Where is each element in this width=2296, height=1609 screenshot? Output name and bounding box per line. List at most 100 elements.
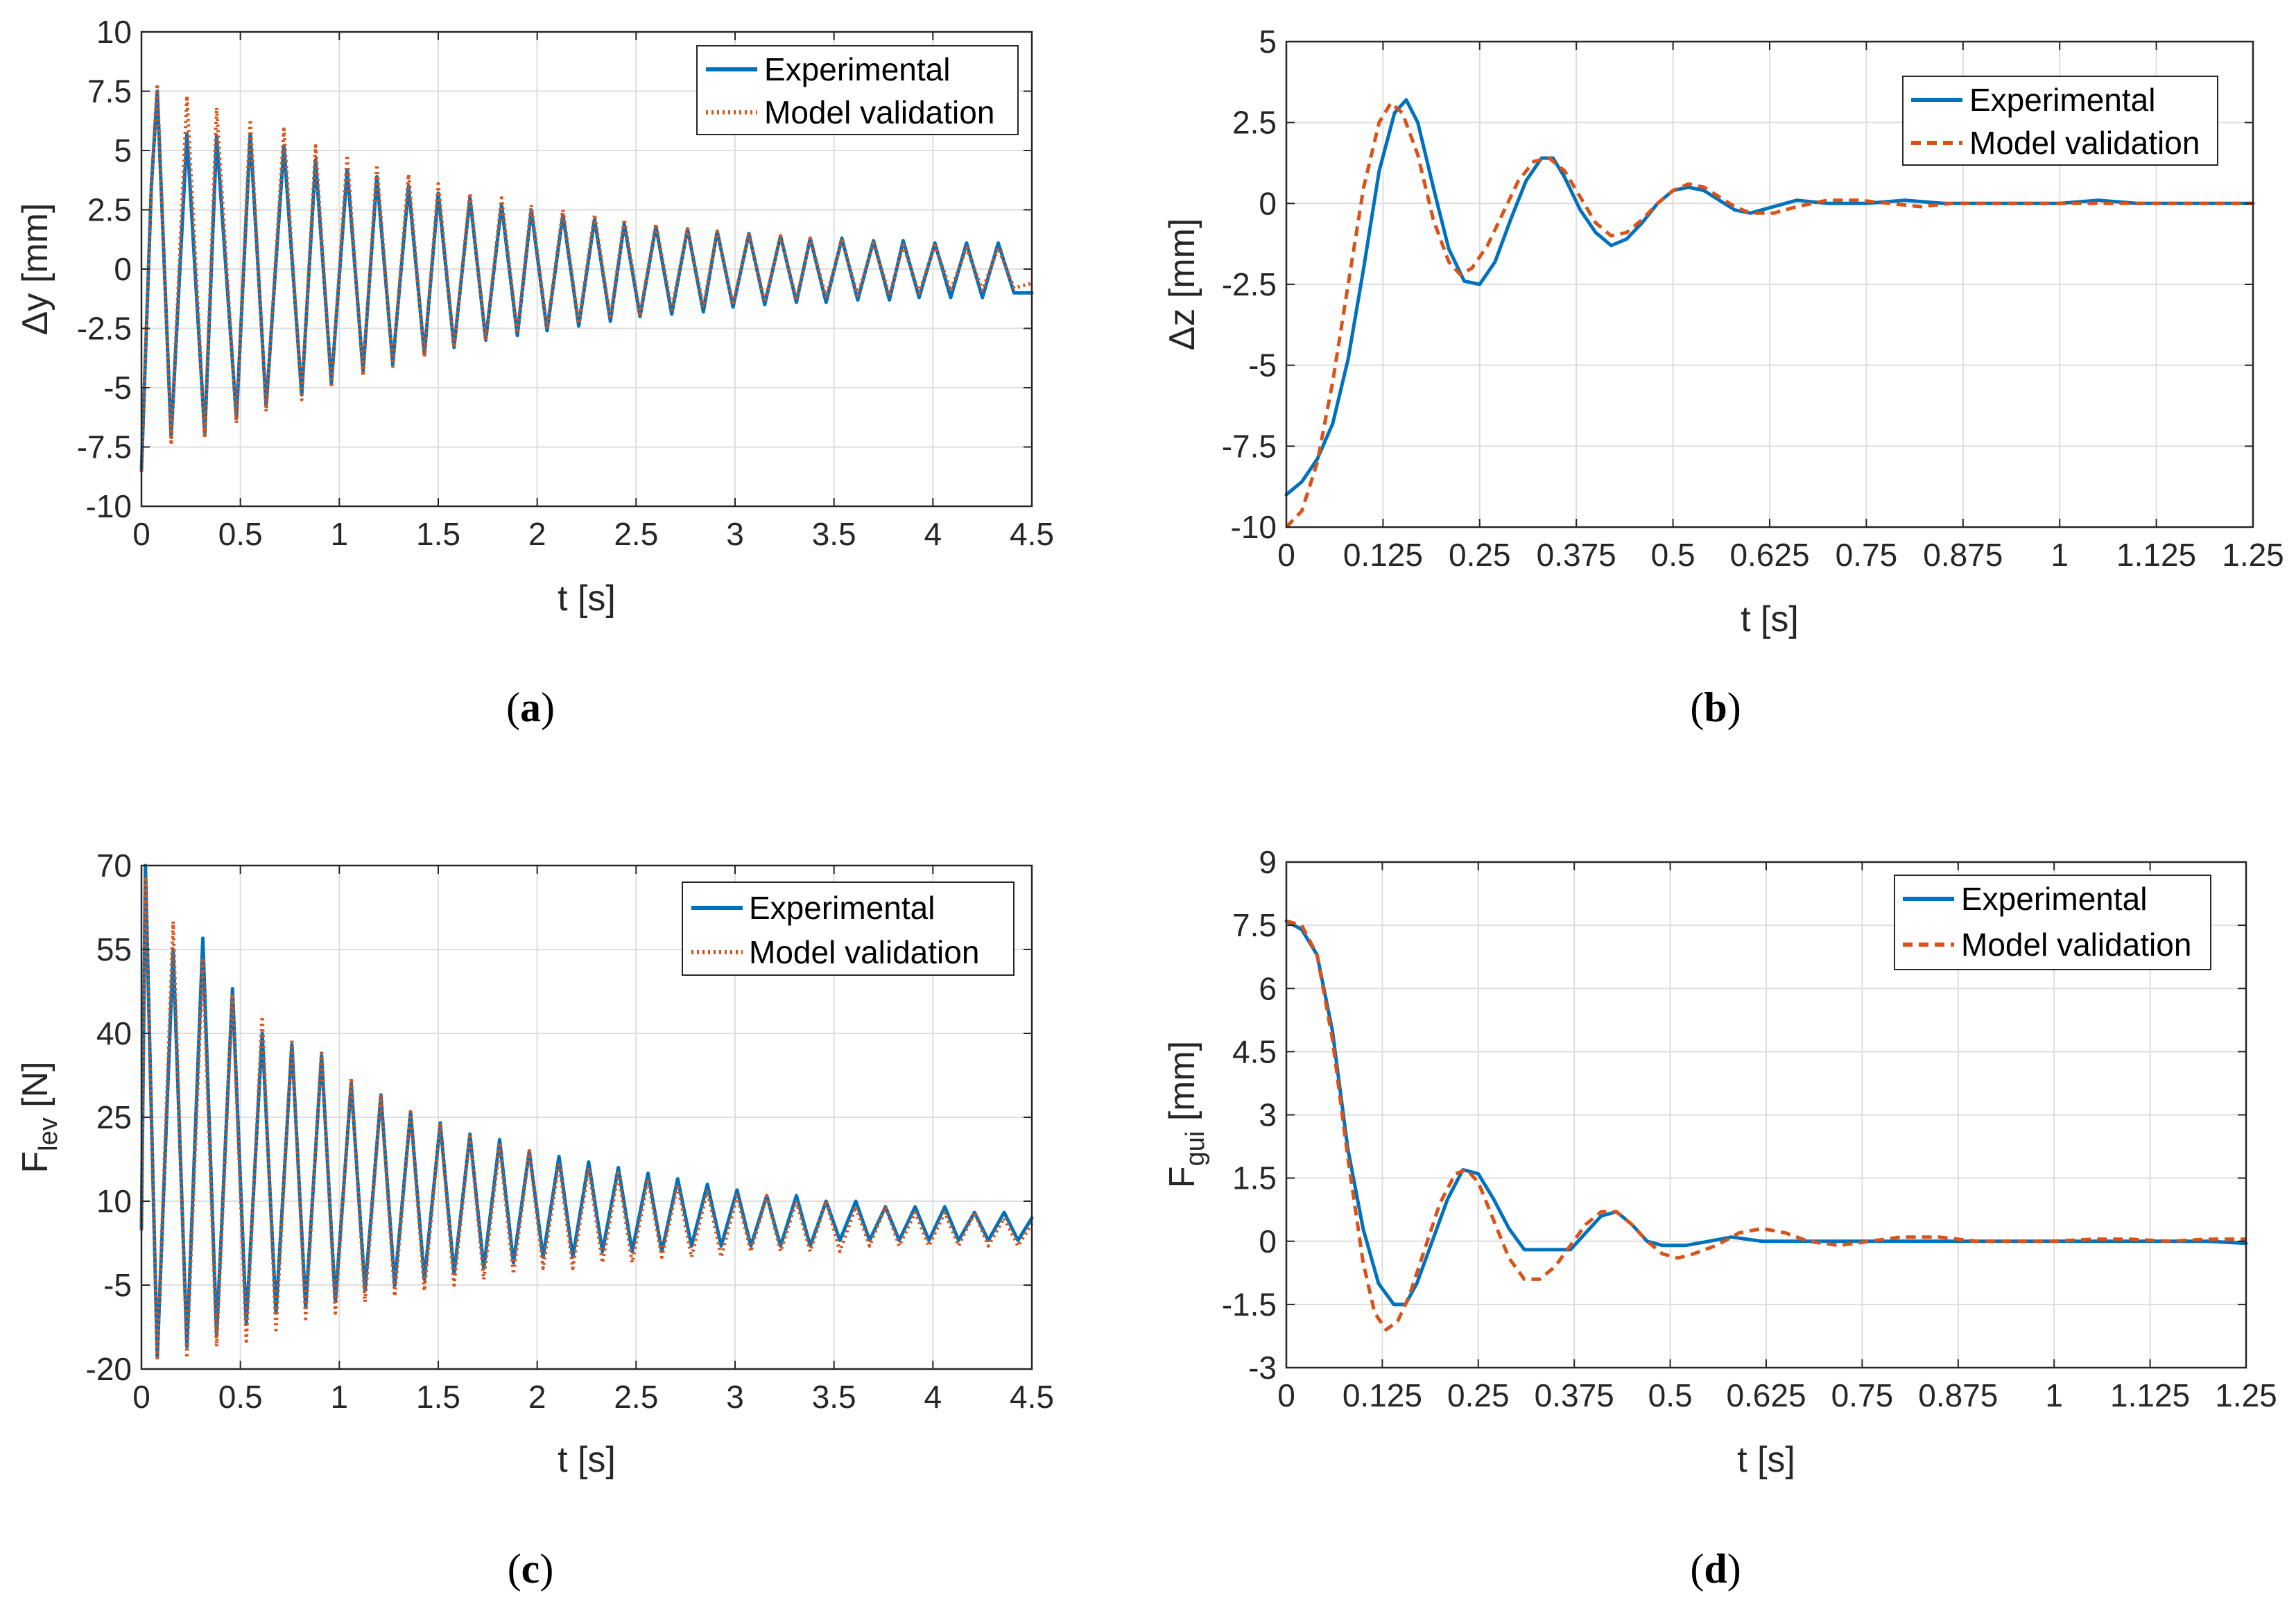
panel-a-legend: Experimental Model validation xyxy=(696,45,1019,135)
panel-c-x-tick-label: 2 xyxy=(528,1379,546,1415)
panel-d-y-tick-label: 3 xyxy=(1259,1097,1277,1133)
panel-d-x-axis-label: t [s] xyxy=(1737,1440,1795,1480)
panel-a-x-tick-label: 3.5 xyxy=(812,516,856,552)
panel-d-x-tick-label: 0.25 xyxy=(1447,1377,1510,1413)
panel-d-y-tick-label: -3 xyxy=(1248,1350,1277,1386)
panel-c-x-tick-label: 2.5 xyxy=(614,1379,658,1415)
panel-d-x-tick-label: 0.75 xyxy=(1831,1377,1894,1413)
panel-a-y-tick-label: 10 xyxy=(96,14,132,50)
panel-b-x-tick-label: 0.875 xyxy=(1923,537,2003,573)
panel-c-x-tick-label: 0 xyxy=(132,1379,150,1415)
panel-a-y-tick-label: -10 xyxy=(86,488,132,524)
panel-d-series-model-line xyxy=(1286,919,2246,1332)
panel-d-x-tick-label: 0 xyxy=(1277,1377,1295,1413)
panel-b-x-tick-label: 0.25 xyxy=(1449,537,1511,573)
panel-d-y-tick-label: 9 xyxy=(1259,844,1277,880)
panel-a-y-tick-label: 2.5 xyxy=(87,192,132,228)
panel-c-x-tick-label: 4.5 xyxy=(1010,1379,1054,1415)
panel-a-y-tick-label: -5 xyxy=(103,370,132,406)
panel-c-y-tick-label: 10 xyxy=(96,1183,132,1219)
panel-c-x-tick-label: 3.5 xyxy=(812,1379,856,1415)
panel-c-y-tick-label: 40 xyxy=(96,1015,132,1051)
panel-a-x-tick-label: 1.5 xyxy=(416,516,460,552)
panel-d-y-tick-label: 6 xyxy=(1259,970,1277,1006)
panel-d: 0 0.125 0.25 0.375 0.5 0.625 0.75 0.875 1 1.125 1.… xyxy=(1162,844,2277,1592)
panel-a-series-model-line xyxy=(139,82,1033,471)
panel-a-y-tick-label: 0 xyxy=(114,251,132,287)
panel-d-legend-label-experimental: Experimental xyxy=(1961,881,2147,917)
panel-c-legend: Experimental Model validation xyxy=(682,881,1015,976)
panel-d-x-tick-label: 1 xyxy=(2045,1377,2063,1413)
panel-b-x-tick-label: 1 xyxy=(2051,537,2069,573)
panel-a-legend-label-experimental: Experimental xyxy=(764,51,950,87)
panel-d-y-tick-label: 4.5 xyxy=(1232,1033,1277,1069)
panel-d-y-tick-label: 0 xyxy=(1259,1223,1277,1259)
panel-b-legend-label-model: Model validation xyxy=(1969,125,2200,161)
panel-c: 0 0.5 1 1.5 2 2.5 3 3.5 4 4.5 -20 -5 10 25 40 55 70 t [s… xyxy=(15,847,1054,1592)
panel-a-y-tick-label: 7.5 xyxy=(87,74,132,110)
panel-c-caption: (c) xyxy=(508,1546,554,1592)
panel-b-x-tick-label: 1.125 xyxy=(2116,537,2196,573)
panel-a-legend-label-model: Model validation xyxy=(764,94,994,130)
panel-b-legend-label-experimental: Experimental xyxy=(1969,82,2155,118)
panel-d-legend-box xyxy=(1894,875,2211,970)
panel-c-y-tick-label: 25 xyxy=(96,1099,132,1135)
panel-b-x-tick-label: 1.25 xyxy=(2222,537,2284,573)
panel-c-legend-label-model: Model validation xyxy=(749,934,979,970)
panel-d-y-axis-label: Fgui [mm] xyxy=(1162,1041,1210,1188)
panel-c-x-tick-label: 1.5 xyxy=(416,1379,460,1415)
panel-d-series-experimental-line xyxy=(1284,919,2248,1307)
panel-a-y-tick-label: -2.5 xyxy=(77,311,132,347)
panel-d-x-tick-label: 0.875 xyxy=(1918,1377,1998,1413)
panel-c-x-tick-label: 1 xyxy=(331,1379,349,1415)
panel-c-y-tick-label: 55 xyxy=(96,931,132,967)
panel-b-x-tick-label: 0.625 xyxy=(1729,537,1809,573)
panel-d-x-tick-label: 1.125 xyxy=(2110,1377,2190,1413)
panel-d-y-tick-label: 1.5 xyxy=(1232,1160,1277,1196)
panel-c-y-tick-label: -20 xyxy=(86,1351,132,1387)
panel-a-legend-box xyxy=(696,45,1019,135)
panel-a-x-tick-label: 3 xyxy=(726,516,744,552)
panel-d-y-tick-label: -1.5 xyxy=(1222,1287,1277,1323)
panel-c-y-tick-label: 70 xyxy=(96,847,132,884)
panel-c-x-tick-label: 3 xyxy=(726,1379,744,1415)
panel-a-x-tick-label: 4.5 xyxy=(1010,516,1054,552)
panel-c-legend-box xyxy=(682,881,1015,976)
panel-a-x-tick-label: 4 xyxy=(924,516,942,552)
panel-a: 0 0.5 1 1.5 2 2.5 3 3.5 4 4.5 -10 -7.5 -5 -2.5 0 2.5 5 7.… xyxy=(15,14,1054,730)
panel-c-x-tick-label: 4 xyxy=(924,1379,942,1415)
panel-b-legend-box xyxy=(1902,76,2218,166)
panel-d-x-tick-label: 0.5 xyxy=(1648,1377,1693,1413)
panel-c-x-axis-label: t [s] xyxy=(558,1440,616,1480)
panel-d-x-tick-label: 0.125 xyxy=(1343,1377,1422,1413)
panel-a-caption: (a) xyxy=(506,685,555,730)
panel-b: 0 0.125 0.25 0.375 0.5 0.625 0.75 0.875 1 1.125 1.… xyxy=(1162,24,2284,730)
panel-b-x-tick-label: 0.375 xyxy=(1537,537,1616,573)
panel-b-y-tick-label: -2.5 xyxy=(1222,266,1277,302)
panel-b-x-tick-label: 0.75 xyxy=(1836,537,1898,573)
panel-a-y-tick-label: 5 xyxy=(114,132,132,169)
panel-a-x-axis-label: t [s] xyxy=(558,578,616,619)
panel-b-y-tick-label: 0 xyxy=(1259,185,1277,221)
panel-d-x-tick-label: 0.375 xyxy=(1535,1377,1614,1413)
panel-c-series-model-line xyxy=(139,875,1034,1360)
panel-b-y-tick-label: -10 xyxy=(1231,509,1277,545)
panel-b-y-tick-label: 5 xyxy=(1259,24,1277,60)
panel-c-y-axis-label: Flev [N] xyxy=(15,1061,63,1173)
panel-a-x-tick-label: 1 xyxy=(331,516,349,552)
panel-d-legend-label-model: Model validation xyxy=(1961,927,2191,963)
panel-d-x-tick-label: 0.625 xyxy=(1726,1377,1806,1413)
panel-c-legend-label-experimental: Experimental xyxy=(749,890,935,926)
panel-b-y-tick-label: -5 xyxy=(1248,347,1277,384)
panel-c-x-tick-label: 0.5 xyxy=(218,1379,263,1415)
panel-d-x-tick-label: 1.25 xyxy=(2215,1377,2277,1413)
panel-d-legend: Experimental Model validation xyxy=(1894,875,2211,970)
panel-a-x-tick-label: 0.5 xyxy=(218,516,263,552)
panel-b-x-axis-label: t [s] xyxy=(1741,599,1799,639)
panel-b-y-axis-label: Δz [mm] xyxy=(1162,218,1202,351)
panel-a-y-tick-label: -7.5 xyxy=(77,429,132,465)
panel-b-legend: Experimental Model validation xyxy=(1902,76,2218,166)
panel-a-x-tick-label: 0 xyxy=(132,516,150,552)
panel-b-y-tick-label: -7.5 xyxy=(1222,428,1277,464)
